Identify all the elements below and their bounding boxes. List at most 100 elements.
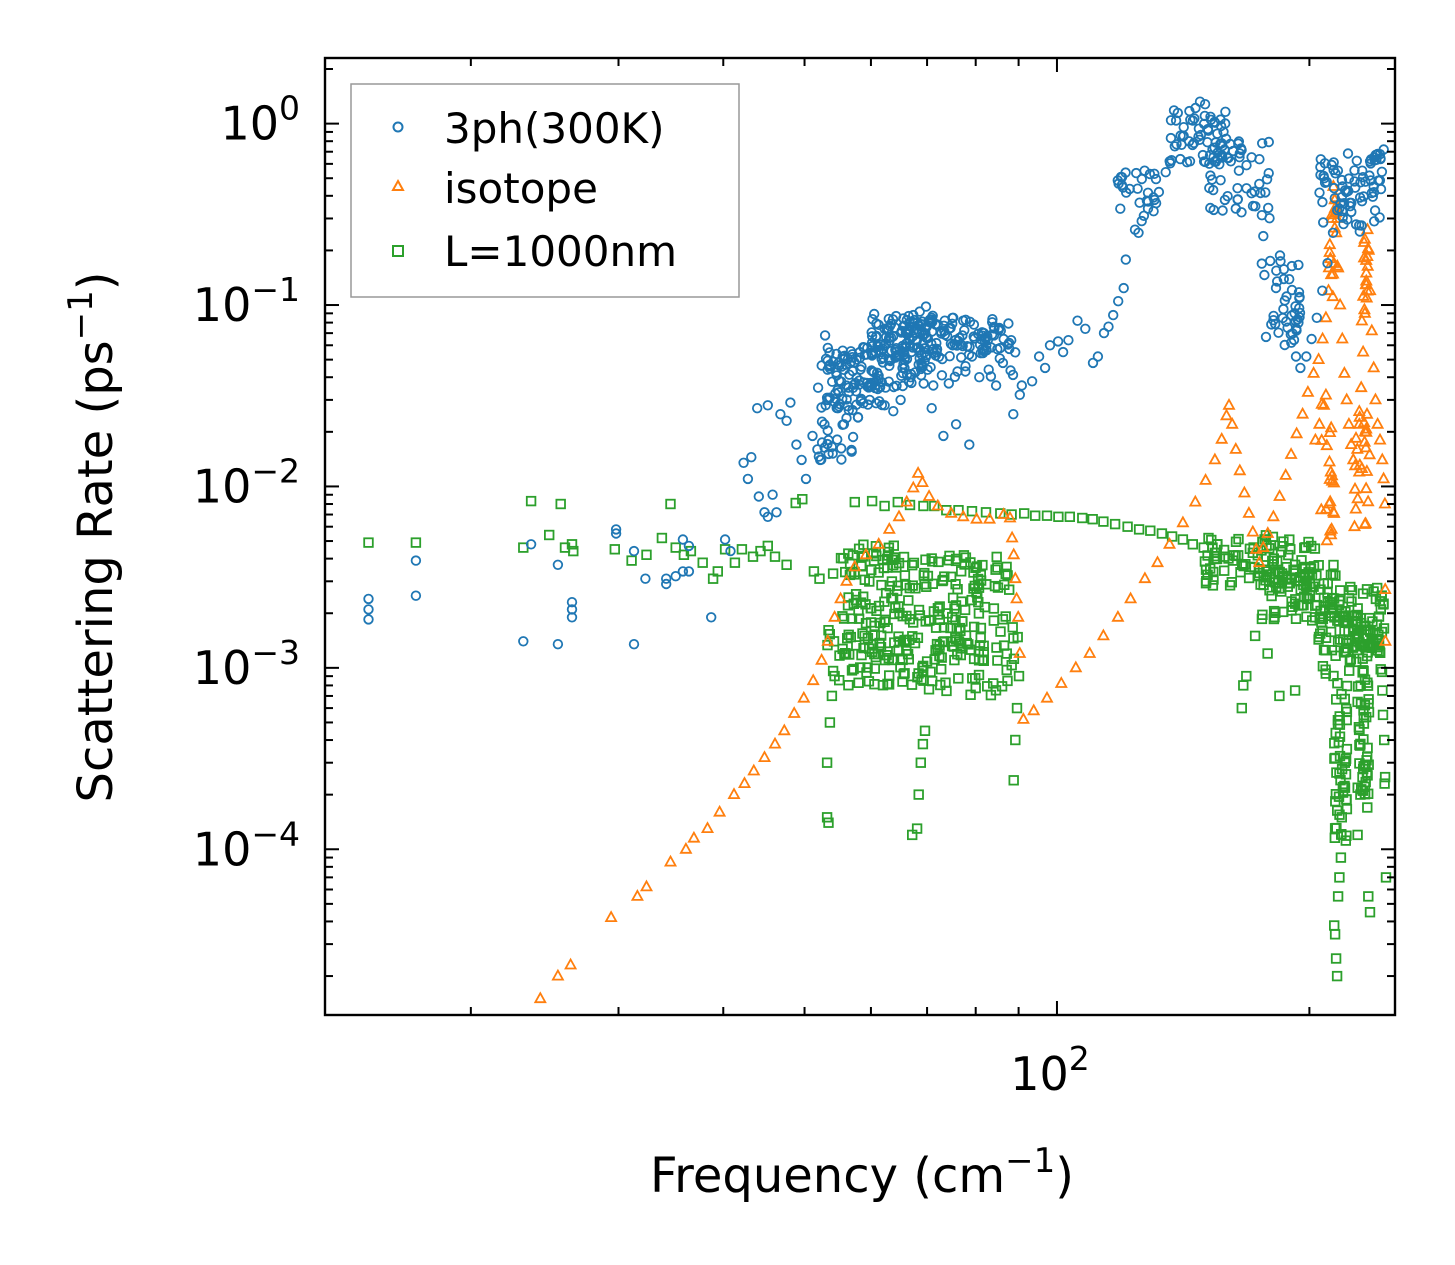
data-point-square: [1200, 578, 1212, 589]
data-point-circle: [866, 350, 878, 361]
data-point-circle: [661, 573, 672, 584]
data-point-circle: [1270, 282, 1282, 294]
data-point-triangle: [1352, 416, 1366, 429]
data-point-circle: [816, 402, 827, 413]
data-point-square: [866, 564, 877, 576]
data-point-circle: [1295, 362, 1306, 374]
data-point-triangle: [1007, 547, 1021, 560]
data-point-square: [973, 608, 985, 619]
data-point-triangle: [1229, 442, 1243, 454]
data-point-circle: [949, 371, 961, 383]
data-point-triangle: [1242, 506, 1256, 518]
data-point-triangle: [1320, 438, 1334, 451]
data-point-square: [1375, 604, 1387, 615]
data-point-circle: [948, 312, 959, 324]
data-point-circle: [807, 430, 818, 442]
data-point-square: [1330, 796, 1341, 807]
data-point-square: [1256, 613, 1268, 625]
data-point-circle: [1321, 176, 1332, 188]
data-point-circle: [847, 404, 858, 416]
data-point-triangle: [1335, 331, 1349, 344]
data-point-circle: [1364, 170, 1375, 181]
data-point-square: [914, 610, 926, 621]
data-point-square: [977, 654, 988, 665]
data-point-square: [1345, 581, 1356, 593]
data-point-circle: [966, 351, 978, 362]
data-point-circle: [1355, 177, 1366, 188]
data-point-square: [929, 654, 940, 665]
data-point-circle: [869, 308, 880, 320]
data-point-square: [1087, 514, 1098, 525]
y-axis-label: Scattering Rate (ps−1): [61, 271, 124, 802]
data-point-square: [843, 629, 854, 641]
data-point-square: [982, 681, 993, 692]
data-point-circle: [781, 415, 792, 427]
data-point-circle: [951, 340, 963, 351]
data-point-triangle: [1378, 582, 1392, 594]
data-point-square: [870, 541, 882, 552]
data-point-circle: [1314, 187, 1325, 198]
data-point-square: [856, 649, 867, 661]
data-point-square: [609, 544, 621, 555]
data-point-square: [883, 653, 895, 664]
data-point-triangle: [1326, 289, 1340, 302]
data-point-circle: [1225, 156, 1237, 167]
data-point-circle: [1197, 149, 1209, 161]
data-point-square: [826, 690, 838, 702]
data-point-circle: [1273, 327, 1284, 338]
data-point-square: [1177, 534, 1189, 545]
y-tick-label: 10−3: [193, 633, 300, 695]
data-point-circle: [918, 378, 929, 389]
data-point-triangle: [1150, 555, 1165, 568]
data-point-circle: [1233, 138, 1244, 149]
data-point-circle: [1063, 335, 1074, 346]
data-point-square: [944, 550, 955, 562]
data-point-circle: [989, 323, 1000, 334]
data-point-circle: [1286, 284, 1298, 296]
data-point-triangle: [815, 652, 829, 665]
data-point-triangle: [1322, 454, 1337, 467]
data-point-square: [1341, 794, 1352, 805]
data-point-square: [1219, 565, 1230, 576]
data-point-triangle: [1301, 385, 1315, 397]
data-point-circle: [1080, 323, 1091, 335]
data-point-square: [879, 500, 890, 512]
data-point-circle: [1275, 256, 1286, 267]
data-point-square: [1362, 802, 1373, 813]
data-point-circle: [845, 356, 857, 368]
data-point-square: [1378, 623, 1390, 634]
data-point-circle: [1368, 216, 1380, 227]
data-point-triangle: [1312, 416, 1326, 429]
data-point-circle: [1144, 168, 1156, 180]
data-point-circle: [1149, 168, 1160, 180]
data-point-circle: [1369, 205, 1381, 216]
data-point-square: [1359, 674, 1371, 685]
data-point-square: [877, 680, 889, 691]
data-point-square: [1335, 852, 1347, 863]
data-point-square: [907, 580, 918, 591]
data-point-square: [1331, 767, 1342, 778]
data-point-circle: [1317, 285, 1328, 296]
data-point-circle: [1026, 376, 1038, 387]
data-point-square: [719, 544, 731, 555]
legend: 3ph(300K) isotope L=1000nm: [350, 83, 740, 298]
legend-box: [350, 83, 740, 298]
data-point-triangle: [1307, 366, 1321, 378]
data-point-square: [1322, 587, 1333, 598]
data-point-circle: [1286, 337, 1297, 348]
data-point-square: [1366, 642, 1378, 654]
data-point-circle: [985, 342, 997, 353]
data-point-square: [821, 757, 833, 768]
data-point-triangle: [1290, 426, 1304, 439]
data-point-square: [955, 625, 966, 637]
data-point-circle: [1230, 203, 1242, 214]
data-point-square: [555, 498, 566, 510]
data-point-square: [1317, 661, 1329, 672]
data-point-circle: [552, 559, 564, 571]
data-point-square: [1008, 653, 1020, 665]
data-point-square: [978, 655, 990, 667]
data-point-square: [1320, 632, 1332, 644]
plot-frame: [323, 56, 1397, 1017]
data-point-square: [1008, 775, 1019, 786]
data-point-circle: [912, 342, 924, 353]
